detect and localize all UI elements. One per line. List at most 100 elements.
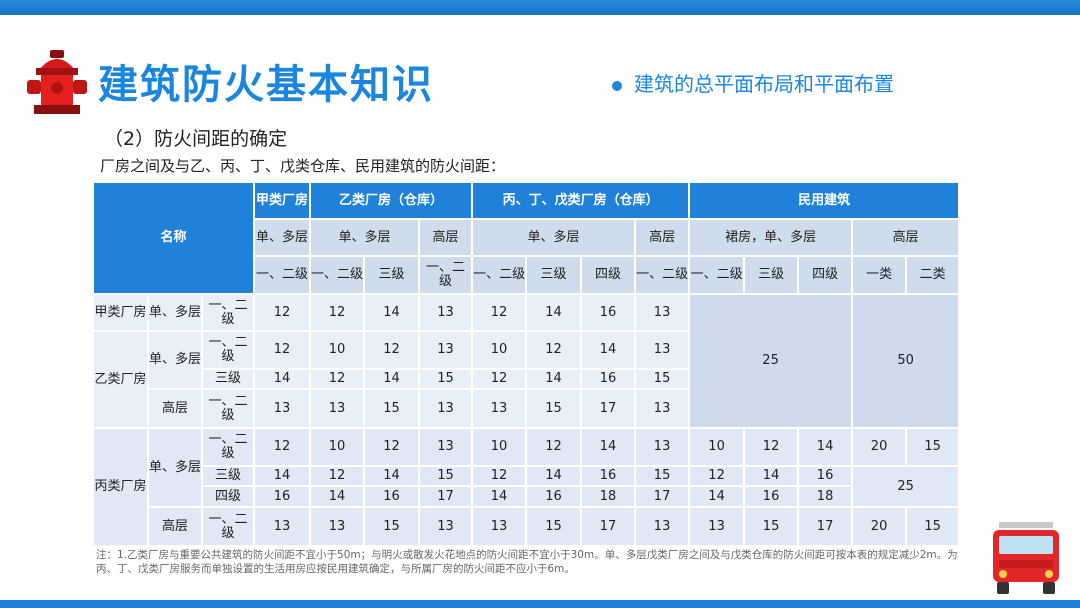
value-cell: 15 bbox=[525, 506, 583, 547]
header-cell: 三级 bbox=[525, 255, 583, 295]
note: 注：1.乙类厂房与重要公共建筑的防火间距不宜小于50m；与明火或散发火花地点的防… bbox=[96, 549, 958, 575]
header-cell: 四级 bbox=[797, 255, 854, 295]
header-cell: 一、二级 bbox=[309, 255, 366, 295]
row-label: 一、二级 bbox=[200, 293, 256, 332]
row-label: 丙类厂房 bbox=[92, 427, 149, 547]
value-cell: 16 bbox=[580, 465, 637, 487]
row-label: 一、二级 bbox=[200, 506, 256, 547]
value-cell: 15 bbox=[634, 368, 691, 390]
value-cell: 16 bbox=[743, 485, 800, 508]
value-cell: 12 bbox=[471, 368, 528, 390]
header-cell: 三级 bbox=[743, 255, 800, 295]
row-label: 单、多层 bbox=[147, 330, 203, 390]
header-cell: 一、二级 bbox=[471, 255, 528, 295]
value-cell: 13 bbox=[634, 388, 691, 429]
value-cell: 12 bbox=[688, 465, 746, 487]
value-cell: 13 bbox=[309, 506, 366, 547]
value-cell: 13 bbox=[253, 388, 312, 429]
value-cell: 15 bbox=[363, 506, 421, 547]
value-cell: 13 bbox=[309, 388, 366, 429]
hydrant-icon bbox=[27, 50, 87, 114]
value-cell: 10 bbox=[688, 427, 746, 467]
header-cell: 一、二级 bbox=[688, 255, 746, 295]
header-cell: 名称 bbox=[91, 181, 256, 295]
header-cell: 甲类厂房 bbox=[253, 181, 312, 220]
value-cell: 10 bbox=[471, 330, 528, 370]
value-cell: 14 bbox=[363, 293, 421, 332]
row-label: 一、二级 bbox=[200, 427, 256, 467]
header-cell: 高层 bbox=[851, 218, 961, 257]
value-cell: 12 bbox=[309, 293, 366, 332]
value-cell: 18 bbox=[580, 485, 637, 508]
value-cell: 14 bbox=[363, 368, 421, 390]
value-cell: 14 bbox=[525, 293, 583, 332]
header-cell: 单、多层 bbox=[309, 218, 421, 257]
value-cell: 14 bbox=[309, 485, 366, 508]
value-cell: 13 bbox=[471, 388, 528, 429]
value-cell: 12 bbox=[309, 465, 366, 487]
value-cell: 13 bbox=[418, 506, 474, 547]
header-cell: 一、二级 bbox=[418, 255, 474, 295]
row-label: 甲类厂房 bbox=[92, 293, 149, 332]
row-label: 一、二级 bbox=[200, 330, 256, 370]
row-label: 单、多层 bbox=[147, 293, 203, 332]
header-cell: 三级 bbox=[363, 255, 421, 295]
value-cell: 13 bbox=[634, 330, 691, 370]
value-cell: 17 bbox=[580, 388, 637, 429]
value-cell: 14 bbox=[525, 465, 583, 487]
value-cell: 13 bbox=[471, 506, 528, 547]
value-cell: 17 bbox=[418, 485, 474, 508]
value-cell: 25 bbox=[688, 293, 854, 429]
row-label: 乙类厂房 bbox=[92, 330, 149, 429]
value-cell: 13 bbox=[688, 506, 746, 547]
value-cell: 14 bbox=[580, 330, 637, 370]
row-label: 高层 bbox=[147, 388, 203, 429]
header-cell: 四级 bbox=[580, 255, 637, 295]
value-cell: 12 bbox=[253, 330, 312, 370]
value-cell: 14 bbox=[743, 465, 800, 487]
value-cell: 12 bbox=[743, 427, 800, 467]
value-cell: 13 bbox=[634, 506, 691, 547]
value-cell: 10 bbox=[471, 427, 528, 467]
value-cell: 12 bbox=[525, 427, 583, 467]
intro: 厂房之间及与乙、丙、丁、戊类仓库、民用建筑的防火间距： bbox=[100, 157, 506, 175]
value-cell: 13 bbox=[253, 506, 312, 547]
row-label: 三级 bbox=[200, 368, 256, 390]
value-cell: 16 bbox=[253, 485, 312, 508]
row-label: 三级 bbox=[200, 465, 256, 487]
title: 建筑防火基本知识 bbox=[98, 62, 434, 108]
value-cell: 14 bbox=[363, 465, 421, 487]
value-cell: 20 bbox=[851, 427, 908, 467]
value-cell: 10 bbox=[309, 427, 366, 467]
value-cell: 12 bbox=[309, 368, 366, 390]
value-cell: 12 bbox=[253, 293, 312, 332]
header-cell: 民用建筑 bbox=[688, 181, 961, 220]
value-cell: 12 bbox=[363, 330, 421, 370]
header-cell: 一类 bbox=[851, 255, 908, 295]
value-cell: 16 bbox=[797, 465, 854, 487]
value-cell: 16 bbox=[580, 368, 637, 390]
value-cell: 15 bbox=[634, 465, 691, 487]
value-cell: 16 bbox=[363, 485, 421, 508]
fire-truck-icon bbox=[993, 522, 1059, 594]
header-cell: 高层 bbox=[418, 218, 474, 257]
header-cell: 一、二级 bbox=[253, 255, 312, 295]
value-cell: 15 bbox=[363, 388, 421, 429]
value-cell: 16 bbox=[580, 293, 637, 332]
value-cell: 15 bbox=[525, 388, 583, 429]
header-cell: 一、二级 bbox=[634, 255, 691, 295]
value-cell: 50 bbox=[851, 293, 961, 429]
subtitle: （2）防火间距的确定 bbox=[104, 128, 288, 150]
top-bar bbox=[0, 0, 1080, 15]
value-cell: 14 bbox=[797, 427, 854, 467]
header-cell: 单、多层 bbox=[471, 218, 637, 257]
value-cell: 10 bbox=[309, 330, 366, 370]
value-cell: 15 bbox=[418, 368, 474, 390]
value-cell: 15 bbox=[905, 427, 961, 467]
row-label: 高层 bbox=[147, 506, 203, 547]
value-cell: 16 bbox=[525, 485, 583, 508]
bottom-bar bbox=[0, 600, 1080, 608]
header-cell: 高层 bbox=[634, 218, 691, 257]
value-cell: 12 bbox=[253, 427, 312, 467]
value-cell: 14 bbox=[253, 368, 312, 390]
